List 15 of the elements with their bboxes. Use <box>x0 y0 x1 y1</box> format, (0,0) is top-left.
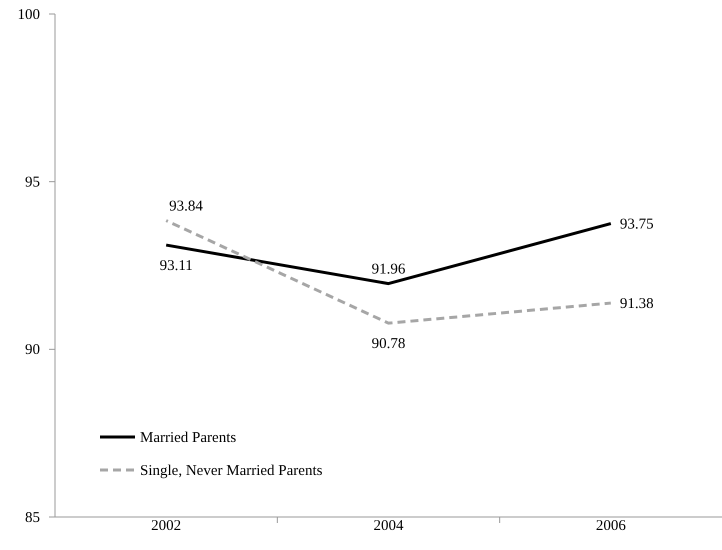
y-tick-label: 95 <box>25 174 40 190</box>
data-label: 93.75 <box>620 216 654 233</box>
y-tick-label: 85 <box>25 510 40 526</box>
data-label: 91.96 <box>372 262 406 278</box>
data-label: 93.11 <box>160 258 193 274</box>
data-label: 93.84 <box>169 198 204 215</box>
data-label: 91.38 <box>620 296 654 312</box>
legend-label: Married Parents <box>140 430 236 446</box>
y-tick-label: 100 <box>18 6 40 23</box>
data-label: 90.78 <box>372 336 406 352</box>
x-tick-label: 2004 <box>374 518 404 534</box>
legend-label: Single, Never Married Parents <box>140 463 323 479</box>
x-tick-label: 2006 <box>596 518 626 534</box>
y-tick-label: 90 <box>25 342 40 358</box>
x-tick-label: 2002 <box>151 518 182 534</box>
